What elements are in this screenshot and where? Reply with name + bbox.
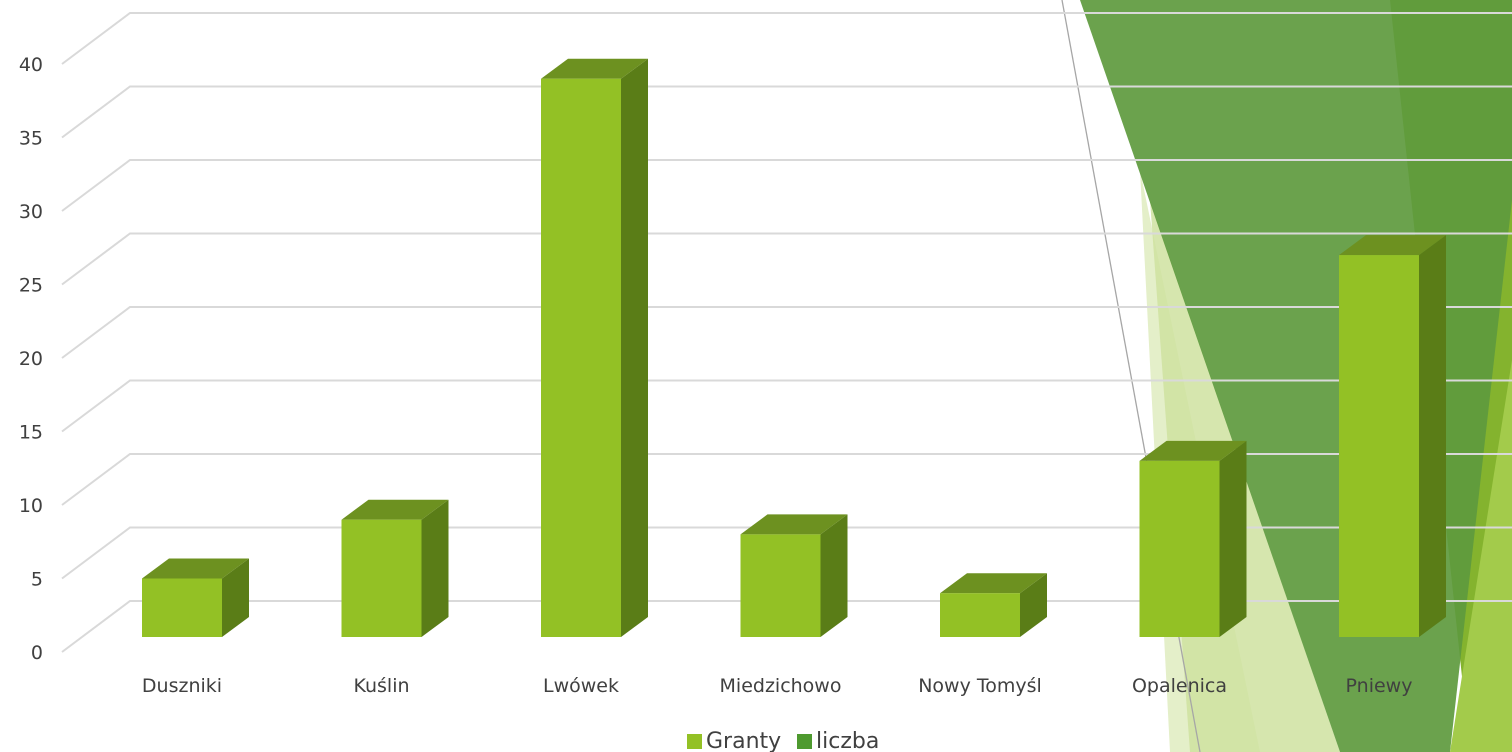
x-category-label: Lwówek bbox=[543, 675, 619, 697]
gridline bbox=[61, 379, 1512, 433]
gridline bbox=[61, 526, 1512, 580]
bar bbox=[341, 499, 449, 637]
bar-top bbox=[341, 499, 449, 520]
bar-front bbox=[1339, 255, 1419, 637]
legend-swatch-granty bbox=[687, 734, 702, 749]
bar bbox=[740, 514, 848, 637]
y-tick-label: 35 bbox=[19, 128, 43, 150]
gridline bbox=[61, 159, 1512, 212]
bar-front bbox=[541, 78, 621, 637]
bar bbox=[142, 558, 249, 637]
y-tick-label: 30 bbox=[19, 201, 43, 223]
x-category-label: Nowy Tomyśl bbox=[918, 675, 1042, 697]
x-category-label: Kuślin bbox=[353, 675, 409, 697]
bar bbox=[541, 58, 648, 637]
y-tick-label: 10 bbox=[19, 495, 43, 517]
legend-label-liczba: liczba bbox=[816, 729, 879, 752]
bar-top bbox=[740, 514, 848, 535]
bar-top bbox=[1139, 440, 1247, 461]
bar-front bbox=[142, 578, 222, 637]
light-green-right-strip bbox=[1450, 360, 1512, 752]
bar-top bbox=[142, 558, 249, 579]
bar-front bbox=[740, 534, 821, 637]
gridline bbox=[61, 232, 1512, 286]
gridline bbox=[61, 85, 1512, 139]
bar-top bbox=[541, 58, 648, 79]
bar-side bbox=[1020, 573, 1047, 637]
x-category-label: Opalenica bbox=[1132, 675, 1227, 697]
gridlines bbox=[61, 12, 1512, 653]
legend-swatch-liczba bbox=[797, 734, 812, 749]
gridline bbox=[61, 600, 1512, 653]
y-tick-label: 5 bbox=[31, 569, 43, 591]
bar bbox=[940, 573, 1047, 637]
bar bbox=[1339, 235, 1446, 637]
y-tick-label: 15 bbox=[19, 422, 43, 444]
x-axis-category-labels: Duszniki Kuślin Lwówek Miedzichowo Nowy Tomy… bbox=[142, 675, 1413, 697]
bar-front bbox=[341, 519, 422, 637]
legend: Granty liczba bbox=[687, 729, 879, 752]
legend-label-granty: Granty bbox=[706, 729, 781, 752]
x-category-label: Duszniki bbox=[142, 675, 222, 697]
bar-side bbox=[1419, 235, 1446, 637]
bar-top bbox=[940, 573, 1047, 594]
bar-side bbox=[1219, 440, 1247, 637]
bar-side bbox=[222, 558, 249, 637]
bar bbox=[1139, 440, 1247, 637]
bars bbox=[142, 58, 1446, 637]
bar-front bbox=[940, 593, 1020, 637]
y-tick-label: 25 bbox=[19, 275, 43, 297]
y-axis-tick-labels: 0 5 10 15 20 25 30 35 40 bbox=[19, 54, 43, 664]
x-category-label: Pniewy bbox=[1346, 675, 1413, 697]
gridline bbox=[61, 12, 1512, 65]
gridline bbox=[61, 453, 1512, 506]
bar-side bbox=[421, 499, 449, 637]
y-tick-label: 20 bbox=[19, 348, 43, 370]
bar-side bbox=[621, 58, 648, 637]
x-category-label: Miedzichowo bbox=[720, 675, 842, 697]
y-tick-label: 40 bbox=[19, 54, 43, 76]
gridline bbox=[61, 306, 1512, 359]
bar-top bbox=[1339, 235, 1446, 256]
y-tick-label: 0 bbox=[31, 642, 43, 664]
bar-side bbox=[820, 514, 848, 637]
bar-front bbox=[1139, 460, 1220, 637]
